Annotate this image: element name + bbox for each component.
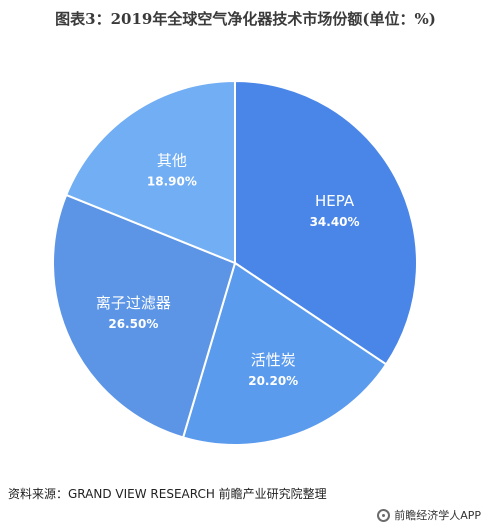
slice-label-hepa: HEPA bbox=[315, 192, 355, 210]
slice-value-hepa: 34.40% bbox=[310, 215, 360, 229]
logo-text: 前瞻经济学人APP bbox=[394, 509, 481, 522]
slice-label-other: 其他 bbox=[157, 151, 187, 169]
brand-logo: 前瞻经济学人APP bbox=[377, 507, 481, 523]
slice-value-ionic-filter: 26.50% bbox=[108, 317, 158, 331]
chart-title: 图表3：2019年全球空气净化器技术市场份额(单位：%) bbox=[55, 10, 436, 28]
source-note: 资料来源：GRAND VIEW RESEARCH 前瞻产业研究院整理 bbox=[8, 487, 327, 501]
pie-slice-hepa bbox=[234, 79, 418, 366]
pie-slice-activated-carbon bbox=[181, 261, 388, 446]
pie-slice-other bbox=[64, 79, 236, 265]
logo-icon bbox=[377, 508, 391, 522]
pie-labels: HEPA 34.40% 活性炭 20.20% 离子过滤器 26.50% 其他 18.90% bbox=[96, 151, 360, 388]
slice-value-activated-carbon: 20.20% bbox=[248, 374, 298, 388]
slice-label-ionic-filter: 离子过滤器 bbox=[96, 294, 171, 312]
slice-label-activated-carbon: 活性炭 bbox=[251, 351, 296, 369]
slice-value-other: 18.90% bbox=[147, 174, 197, 188]
pie-slice-ionic-filter bbox=[52, 193, 237, 439]
pie-slices bbox=[52, 79, 418, 446]
